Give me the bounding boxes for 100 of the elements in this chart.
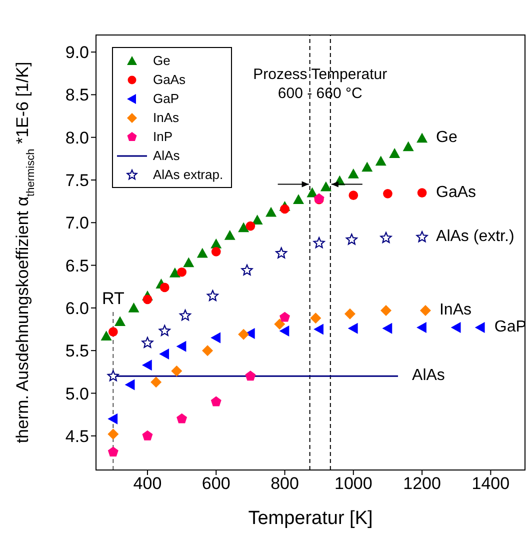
point bbox=[160, 282, 170, 292]
point bbox=[344, 308, 356, 320]
y-tick-label: 7.0 bbox=[65, 214, 89, 233]
point bbox=[142, 360, 152, 371]
point bbox=[169, 267, 180, 278]
point bbox=[100, 330, 112, 340]
point bbox=[142, 294, 152, 304]
point bbox=[348, 190, 358, 200]
legend-label: AlAs bbox=[153, 148, 180, 163]
y-tick-label: 4.5 bbox=[65, 426, 89, 446]
point bbox=[241, 264, 253, 276]
point bbox=[314, 324, 324, 335]
point bbox=[245, 370, 256, 381]
point bbox=[348, 322, 358, 334]
point bbox=[150, 376, 162, 388]
point bbox=[183, 257, 194, 268]
point bbox=[177, 267, 186, 277]
point bbox=[224, 230, 236, 240]
point bbox=[420, 305, 431, 316]
point bbox=[159, 348, 170, 360]
point bbox=[279, 325, 290, 336]
point bbox=[402, 141, 414, 152]
point bbox=[274, 318, 286, 330]
point bbox=[176, 413, 188, 424]
point bbox=[417, 188, 427, 198]
point bbox=[210, 396, 222, 406]
x-tick-label: 1400 bbox=[472, 474, 510, 494]
annotation: AlAs (extr.) bbox=[436, 228, 514, 246]
point bbox=[380, 305, 392, 316]
point bbox=[380, 232, 392, 243]
point bbox=[280, 204, 290, 214]
point bbox=[276, 247, 288, 258]
legend-label: GaP bbox=[153, 91, 180, 106]
point bbox=[416, 132, 428, 143]
point bbox=[142, 430, 153, 440]
point bbox=[108, 413, 118, 424]
legend-label: Ge bbox=[153, 53, 170, 68]
point bbox=[306, 187, 318, 198]
point bbox=[108, 446, 118, 457]
point bbox=[292, 194, 304, 204]
y-tick-label: 8.0 bbox=[65, 128, 89, 148]
annotation: GaAs bbox=[436, 184, 476, 202]
y-tick-label: 5.0 bbox=[65, 384, 89, 404]
point bbox=[202, 345, 214, 356]
point bbox=[280, 312, 290, 322]
point bbox=[389, 148, 400, 158]
point bbox=[179, 310, 192, 321]
x-tick-label: 1200 bbox=[403, 474, 441, 494]
annotation: AlAs bbox=[412, 367, 445, 384]
point bbox=[128, 302, 140, 312]
point bbox=[238, 222, 250, 232]
x-axis-title: Temperatur [K] bbox=[248, 508, 373, 529]
legend-label: AlAs extrap. bbox=[153, 167, 224, 182]
legend-label: GaAs bbox=[153, 72, 186, 87]
y-tick-label: 5.5 bbox=[65, 342, 89, 361]
y-tick-label: 9.0 bbox=[65, 43, 89, 62]
x-tick-label: 600 bbox=[202, 474, 230, 494]
y-tick-label: 8.5 bbox=[65, 86, 89, 105]
point bbox=[375, 156, 386, 166]
x-tick-label: 800 bbox=[270, 474, 299, 494]
legend-label: InP bbox=[153, 129, 173, 144]
point bbox=[196, 248, 208, 258]
point bbox=[176, 340, 186, 352]
point bbox=[114, 316, 126, 326]
point bbox=[416, 231, 428, 242]
point bbox=[362, 162, 373, 172]
point bbox=[108, 327, 118, 336]
point bbox=[310, 312, 322, 324]
point bbox=[252, 214, 263, 224]
point bbox=[171, 366, 182, 377]
point bbox=[238, 328, 250, 340]
point bbox=[348, 168, 359, 178]
point bbox=[210, 332, 221, 344]
y-tick-label: 7.5 bbox=[65, 171, 89, 190]
point bbox=[107, 370, 119, 382]
ref-line-label: RT bbox=[102, 289, 124, 308]
annotation: GaP bbox=[494, 318, 526, 336]
point bbox=[474, 322, 485, 334]
point bbox=[108, 428, 119, 440]
point bbox=[211, 246, 221, 256]
annotation: Ge bbox=[436, 129, 458, 146]
point bbox=[246, 221, 256, 231]
point bbox=[206, 290, 218, 301]
point bbox=[450, 322, 461, 334]
point bbox=[266, 206, 277, 217]
point bbox=[313, 237, 325, 248]
point bbox=[382, 322, 392, 334]
point bbox=[383, 188, 392, 198]
y-tick-label: 6.5 bbox=[65, 256, 89, 276]
annotation: Prozess Temperatur 600 - 660 °C bbox=[253, 66, 388, 102]
point bbox=[346, 234, 358, 245]
x-tick-label: 400 bbox=[133, 474, 162, 494]
y-tick-label: 6.0 bbox=[65, 298, 89, 318]
x-tick-label: 1000 bbox=[334, 474, 372, 494]
point bbox=[416, 322, 426, 334]
point bbox=[158, 324, 170, 336]
point bbox=[124, 379, 135, 390]
legend-label: InAs bbox=[153, 110, 180, 125]
annotation: InAs bbox=[439, 302, 472, 319]
point bbox=[320, 181, 332, 192]
